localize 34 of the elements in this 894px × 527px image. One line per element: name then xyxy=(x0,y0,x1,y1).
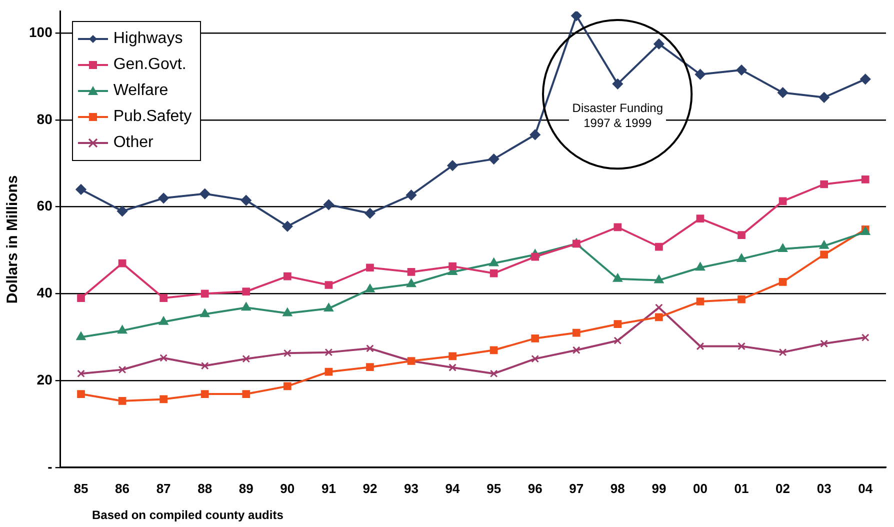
x-tick-label: 00 xyxy=(692,480,708,496)
x-tick-label: 90 xyxy=(280,480,295,496)
x-tick-label: 86 xyxy=(115,480,130,496)
y-tick-label: 60 xyxy=(36,198,53,214)
y-tick-label: 80 xyxy=(36,110,53,127)
x-tick-label: 94 xyxy=(445,480,461,496)
x-tick-label: 89 xyxy=(238,480,254,496)
y-tick-label: 40 xyxy=(36,284,53,301)
y-axis-title: Dollars in Millions xyxy=(4,175,22,304)
text: Based on compiled county audits xyxy=(92,508,284,522)
legend-label: Welfare xyxy=(113,82,168,100)
y-tick-label: 100 xyxy=(29,24,53,40)
legend-label: Pub.Safety xyxy=(113,108,192,126)
x-tick-label: 92 xyxy=(362,480,378,496)
x-tick-label: 87 xyxy=(156,480,171,496)
x-tick-label: 98 xyxy=(610,480,625,496)
x-tick-label: 93 xyxy=(404,480,418,496)
x-tick-label: 96 xyxy=(528,480,542,496)
legend-label: Other xyxy=(113,134,154,152)
x-tick-label: 03 xyxy=(816,480,832,496)
x-tick-label: 99 xyxy=(652,480,666,496)
x-tick-label: 85 xyxy=(74,480,88,496)
x-tick-label: 04 xyxy=(858,480,874,496)
legend-label: Gen.Govt. xyxy=(113,56,186,74)
y-tick-label: 20 xyxy=(36,371,53,388)
x-tick-label: 91 xyxy=(321,480,336,496)
x-tick-label: 01 xyxy=(734,480,749,496)
y-tick-label: - xyxy=(48,458,53,474)
x-tick-label: 95 xyxy=(486,480,502,496)
x-tick-label: 88 xyxy=(198,480,212,496)
x-tick-label: 97 xyxy=(569,480,584,496)
annotation: Disaster Funding 1997 & 1999 xyxy=(569,100,666,132)
legend-label: Highways xyxy=(113,30,183,48)
x-tick-label: 02 xyxy=(776,480,790,496)
